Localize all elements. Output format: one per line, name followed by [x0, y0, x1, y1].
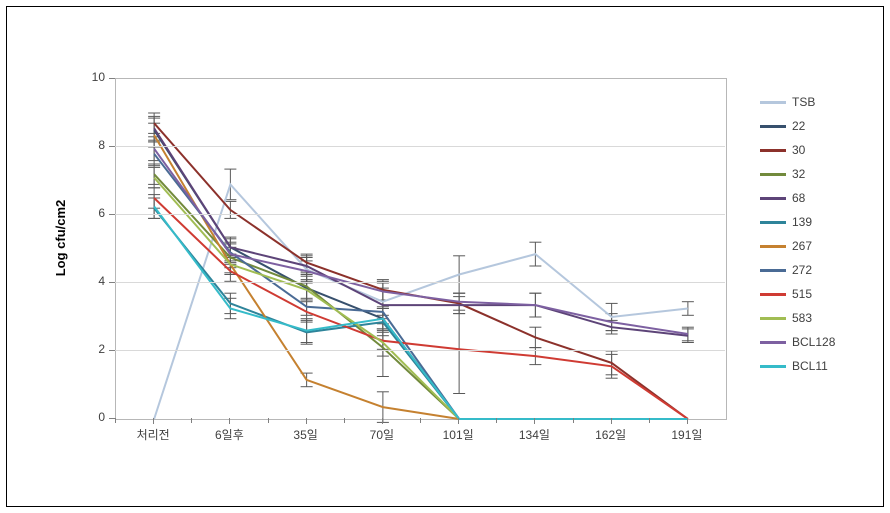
legend: TSB 22 30 32 68 139 267 272 515 583 BCL128 BCL11	[760, 90, 835, 378]
legend-label: BCL11	[792, 359, 828, 373]
y-tick-label: 8	[83, 138, 105, 152]
x-tick-label: 101일	[428, 426, 488, 443]
y-tick-mark	[109, 214, 115, 215]
legend-item-TSB: TSB	[760, 90, 835, 114]
y-tick-label: 10	[83, 70, 105, 84]
x-tick-label: 191일	[657, 426, 717, 443]
x-tick-mark	[687, 418, 688, 424]
legend-swatch	[760, 149, 786, 152]
y-tick-label: 6	[83, 206, 105, 220]
legend-swatch	[760, 173, 786, 176]
x-tick-mark	[229, 418, 230, 424]
legend-label: 68	[792, 191, 805, 205]
y-tick-label: 0	[83, 410, 105, 424]
legend-item-BCL128: BCL128	[760, 330, 835, 354]
x-tick-label: 70일	[352, 426, 412, 443]
legend-swatch	[760, 341, 786, 344]
legend-label: 272	[792, 263, 812, 277]
legend-item-583: 583	[760, 306, 835, 330]
legend-label: 32	[792, 167, 805, 181]
x-boundary-tick	[420, 418, 421, 423]
x-boundary-tick	[115, 418, 116, 423]
legend-swatch	[760, 221, 786, 224]
line-chart-svg	[116, 79, 726, 419]
gridline	[115, 282, 725, 283]
x-tick-mark	[458, 418, 459, 424]
legend-item-30: 30	[760, 138, 835, 162]
legend-item-68: 68	[760, 186, 835, 210]
x-boundary-tick	[191, 418, 192, 423]
legend-item-139: 139	[760, 210, 835, 234]
gridline	[115, 214, 725, 215]
legend-label: BCL128	[792, 335, 835, 349]
x-tick-mark	[611, 418, 612, 424]
x-boundary-tick	[268, 418, 269, 423]
legend-swatch	[760, 245, 786, 248]
legend-label: 139	[792, 215, 812, 229]
legend-label: 30	[792, 143, 805, 157]
x-tick-label: 134일	[504, 426, 564, 443]
legend-swatch	[760, 269, 786, 272]
legend-item-272: 272	[760, 258, 835, 282]
gridline	[115, 350, 725, 351]
legend-swatch	[760, 101, 786, 104]
legend-swatch	[760, 317, 786, 320]
x-boundary-tick	[496, 418, 497, 423]
x-tick-label: 6일후	[199, 426, 259, 443]
plot-area	[115, 78, 727, 420]
x-tick-mark	[534, 418, 535, 424]
legend-label: 515	[792, 287, 812, 301]
series-BCL128	[154, 149, 688, 334]
series-515	[154, 198, 688, 419]
y-tick-mark	[109, 282, 115, 283]
y-tick-mark	[109, 78, 115, 79]
legend-label: 267	[792, 239, 812, 253]
legend-label: 22	[792, 119, 805, 133]
y-tick-label: 2	[83, 342, 105, 356]
series-267	[154, 135, 688, 419]
legend-swatch	[760, 197, 786, 200]
legend-item-515: 515	[760, 282, 835, 306]
x-tick-label: 처리전	[123, 426, 183, 443]
legend-item-267: 267	[760, 234, 835, 258]
x-boundary-tick	[344, 418, 345, 423]
legend-label: 583	[792, 311, 812, 325]
legend-item-BCL11: BCL11	[760, 354, 835, 378]
y-tick-mark	[109, 350, 115, 351]
legend-swatch	[760, 125, 786, 128]
gridline	[115, 146, 725, 147]
x-boundary-tick	[649, 418, 650, 423]
series-272	[154, 154, 688, 419]
x-tick-mark	[382, 418, 383, 424]
legend-swatch	[760, 365, 786, 368]
y-tick-label: 4	[83, 274, 105, 288]
x-tick-mark	[153, 418, 154, 424]
legend-swatch	[760, 293, 786, 296]
y-tick-mark	[109, 146, 115, 147]
x-tick-mark	[306, 418, 307, 424]
x-tick-label: 35일	[276, 426, 336, 443]
legend-label: TSB	[792, 95, 815, 109]
legend-item-32: 32	[760, 162, 835, 186]
error-bars	[148, 113, 694, 422]
legend-item-22: 22	[760, 114, 835, 138]
x-tick-label: 162일	[581, 426, 641, 443]
x-boundary-tick	[573, 418, 574, 423]
y-axis-label: Log cfu/cm2	[53, 178, 68, 298]
